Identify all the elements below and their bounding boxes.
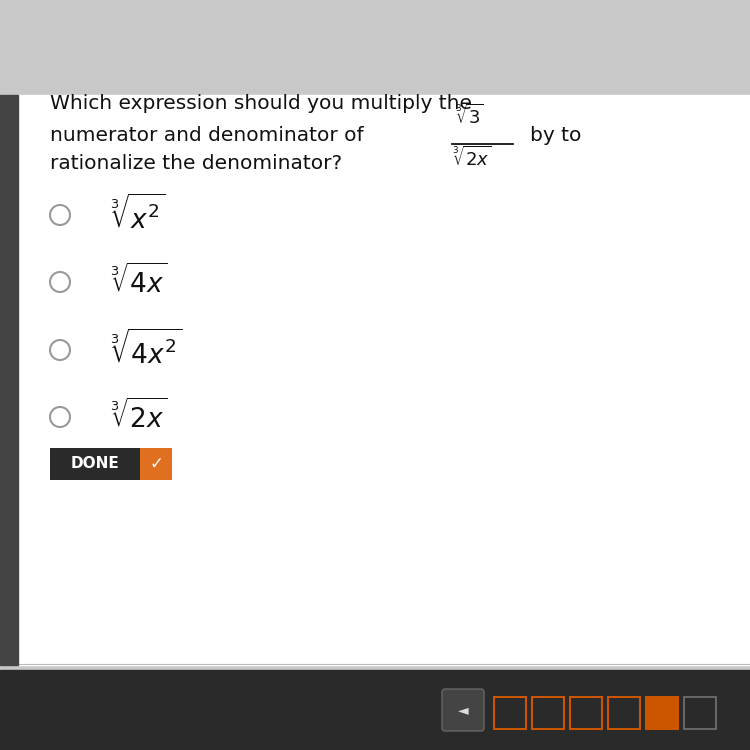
- Circle shape: [50, 205, 70, 225]
- FancyBboxPatch shape: [570, 697, 602, 729]
- Circle shape: [50, 407, 70, 427]
- Text: $\sqrt[3]{2x}$: $\sqrt[3]{2x}$: [452, 146, 491, 170]
- Text: DONE: DONE: [70, 457, 119, 472]
- FancyBboxPatch shape: [608, 697, 640, 729]
- Text: $\sqrt[3]{2x}$: $\sqrt[3]{2x}$: [110, 400, 167, 434]
- FancyBboxPatch shape: [140, 448, 172, 480]
- Text: ✓: ✓: [149, 455, 163, 473]
- Text: $\sqrt[3]{x^2}$: $\sqrt[3]{x^2}$: [110, 196, 166, 234]
- Text: $\sqrt[3]{4x^2}$: $\sqrt[3]{4x^2}$: [110, 331, 182, 369]
- Text: ◄: ◄: [458, 703, 468, 717]
- FancyBboxPatch shape: [532, 697, 564, 729]
- FancyBboxPatch shape: [442, 689, 484, 731]
- Circle shape: [50, 340, 70, 360]
- FancyBboxPatch shape: [494, 697, 526, 729]
- Text: $\sqrt[3]{3}$: $\sqrt[3]{3}$: [455, 104, 484, 128]
- Text: rationalize the denominator?: rationalize the denominator?: [50, 154, 342, 173]
- Bar: [0, 95, 18, 665]
- FancyBboxPatch shape: [646, 697, 678, 729]
- Text: by to: by to: [530, 126, 581, 145]
- Circle shape: [50, 272, 70, 292]
- Text: $\sqrt[3]{4x}$: $\sqrt[3]{4x}$: [110, 265, 167, 299]
- Bar: [18, 95, 750, 665]
- FancyBboxPatch shape: [50, 448, 140, 480]
- FancyBboxPatch shape: [684, 697, 716, 729]
- Bar: [0, 670, 750, 750]
- Text: numerator and denominator of: numerator and denominator of: [50, 126, 364, 145]
- Text: Which expression should you multiply the: Which expression should you multiply the: [50, 94, 472, 113]
